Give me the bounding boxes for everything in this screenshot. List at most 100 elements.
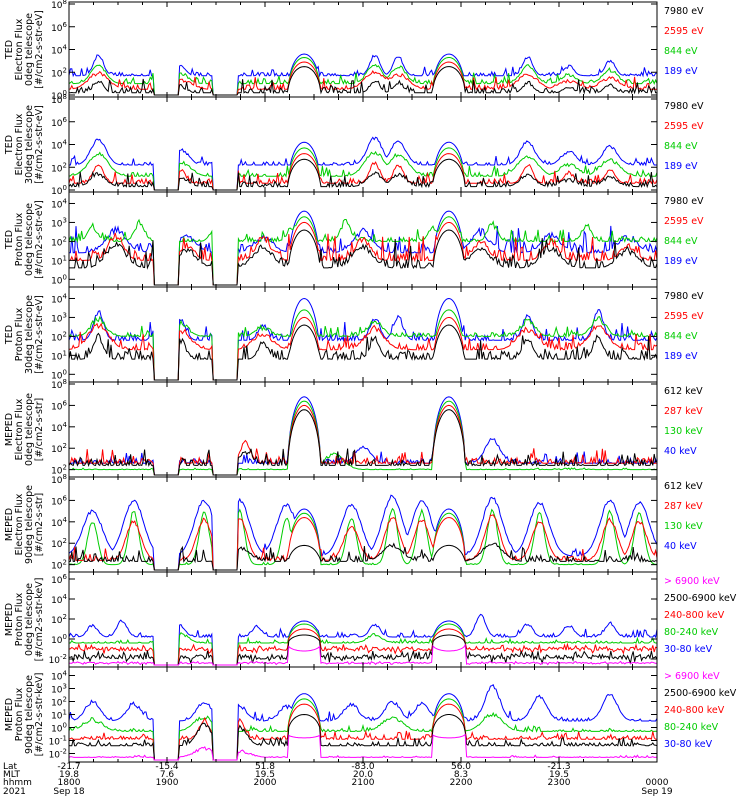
x-tick-label-hhmm: 2300 xyxy=(548,778,571,788)
y-tick-label: 102 xyxy=(51,559,67,572)
y-tick-label: 102 xyxy=(51,66,67,79)
legend-entry: > 6900 keV xyxy=(664,671,720,682)
x-tick-label-hhmm: 2200 xyxy=(450,778,473,788)
panel-frame xyxy=(68,96,658,193)
legend-entry: 189 eV xyxy=(664,256,698,267)
panel-6: 108 106 104 102 102 MEPED Electron Flux 90deg t… xyxy=(4,473,703,573)
panel-5: 108 106 104 102 102 MEPED Electron Flux 0deg te… xyxy=(4,378,703,478)
y-tick-label: 108 xyxy=(51,378,67,391)
panel-frame xyxy=(68,666,658,763)
series-line-844-ev xyxy=(68,147,658,191)
y-axis-label: [#/cm2-s-str-keV] xyxy=(34,673,45,757)
x-tick-label-hhmm: 2100 xyxy=(352,778,375,788)
x-tick-label-lat: -83.0 xyxy=(351,762,375,772)
y-axis-label: Proton Flux xyxy=(14,212,25,266)
y-tick-label: 103 xyxy=(51,683,67,696)
y-axis-label: TED xyxy=(4,40,15,60)
panel-frame xyxy=(68,571,658,668)
y-tick-label: 104 xyxy=(51,593,67,606)
y-tick-label: 102 xyxy=(51,442,67,455)
legend-entry: 2595 eV xyxy=(664,311,704,322)
y-tick-label: 106 xyxy=(51,399,67,412)
y-tick-label: 104 xyxy=(51,197,67,210)
x-tick-label-mlt: 19.5 xyxy=(549,770,569,780)
legend-entry: 240-800 keV xyxy=(664,610,725,621)
series-line-80-240-kev xyxy=(69,623,657,666)
y-tick-label: 106 xyxy=(51,21,67,34)
y-axis-label: [#/cm2-s-str] xyxy=(34,398,45,461)
x-row-label: Lat xyxy=(3,762,18,772)
legend-entry: 130 keV xyxy=(664,426,703,437)
series-line-30-80-kev xyxy=(68,684,658,761)
x-tick-label-date: Sep 18 xyxy=(53,787,85,797)
y-tick-label: 108 xyxy=(51,473,67,486)
x-tick-label-lat: 56.0 xyxy=(451,762,471,772)
legend-entry: 7980 eV xyxy=(664,291,704,302)
y-axis-label: Electron Flux xyxy=(14,493,25,555)
legend-entry: 30-80 keV xyxy=(664,739,713,750)
x-tick-label-lat: 51.8 xyxy=(255,762,275,772)
y-axis-label: Electron Flux xyxy=(14,398,25,460)
legend-entry: 287 keV xyxy=(664,501,703,512)
legend-entry: 2595 eV xyxy=(664,121,704,132)
legend-entry: 189 eV xyxy=(664,161,698,172)
x-tick-label-hhmm: 0000 xyxy=(646,778,669,788)
y-axis-label: MEPED xyxy=(4,508,15,541)
series-line-844-ev xyxy=(68,216,658,286)
y-tick-label: 106 xyxy=(51,494,67,507)
legend-entry: 7980 eV xyxy=(664,196,704,207)
y-axis-label: 30deg telescope xyxy=(24,105,35,184)
y-axis-label: Proton Flux xyxy=(14,687,25,741)
y-tick-label: 108 xyxy=(51,93,67,106)
series-line-240-800-kev xyxy=(68,703,657,761)
legend-entry: 80-240 keV xyxy=(664,722,719,733)
legend-entry: 80-240 keV xyxy=(664,627,719,638)
legend-entry: 612 keV xyxy=(664,386,703,397)
series-line-189-ev xyxy=(69,210,658,286)
y-tick-label: 102 xyxy=(51,613,67,626)
y-axis-label: 30deg telescope xyxy=(24,295,35,374)
y-tick-label: 102 xyxy=(51,235,67,248)
x-tick-label-mlt: 19.5 xyxy=(255,770,275,780)
y-tick-label: 101 xyxy=(51,709,67,722)
y-tick-label: 104 xyxy=(51,139,67,152)
y-tick-label: 104 xyxy=(51,44,67,57)
y-tick-label: 10-2 xyxy=(49,748,67,761)
y-axis-label: MEPED xyxy=(4,698,15,731)
y-axis-label: TED xyxy=(4,230,15,250)
y-axis-label: Electron Flux xyxy=(14,18,25,80)
panel-frame-top xyxy=(68,96,658,193)
series-line-2595-ev xyxy=(68,153,658,191)
legend-entry: 844 eV xyxy=(664,46,698,57)
y-tick-label: 104 xyxy=(51,670,67,683)
x-tick-label-lat: -15.4 xyxy=(155,762,179,772)
series-line-80-240-kev xyxy=(68,698,657,761)
y-tick-label: 103 xyxy=(51,311,67,324)
legend-entry: 189 eV xyxy=(664,66,698,77)
y-axis-label: Electron Flux xyxy=(14,113,25,175)
series-line-2595-ev xyxy=(68,316,658,381)
y-axis-label: TED xyxy=(4,325,15,345)
panel-3: 104 103 102 101 100 TED Proton Flux 0deg telesc… xyxy=(4,191,704,288)
y-tick-label: 10-1 xyxy=(49,735,67,748)
y-axis-label: [#/cm2-s-str-keV] xyxy=(34,578,45,662)
panel-2: 108 106 104 102 100 TED Electron Flux 30deg tel… xyxy=(4,93,704,197)
x-tick-label-mlt: 7.6 xyxy=(160,770,175,780)
series-line-612-kev xyxy=(68,409,658,476)
x-tick-label-hhmm: 1800 xyxy=(58,778,81,788)
y-axis-label: Proton Flux xyxy=(14,592,25,646)
legend-entry: 844 eV xyxy=(664,236,698,247)
y-tick-label: 102 xyxy=(51,330,67,343)
y-axis-label: [#/cm2-s-str-eV] xyxy=(34,10,45,89)
y-tick-label: 108 xyxy=(51,0,67,11)
y-tick-label: 103 xyxy=(51,216,67,229)
y-tick-label: 104 xyxy=(51,421,67,434)
y-axis-label: MEPED xyxy=(4,413,15,446)
panel-1: 108 106 104 102 100 TED Electron Flux 0deg tele… xyxy=(4,0,704,102)
legend-entry: 844 eV xyxy=(664,141,698,152)
series-line-240-800-kev xyxy=(68,628,658,666)
y-axis-label: [#/cm2-s-str-eV] xyxy=(34,200,45,279)
legend-entry: 40 keV xyxy=(664,446,697,457)
